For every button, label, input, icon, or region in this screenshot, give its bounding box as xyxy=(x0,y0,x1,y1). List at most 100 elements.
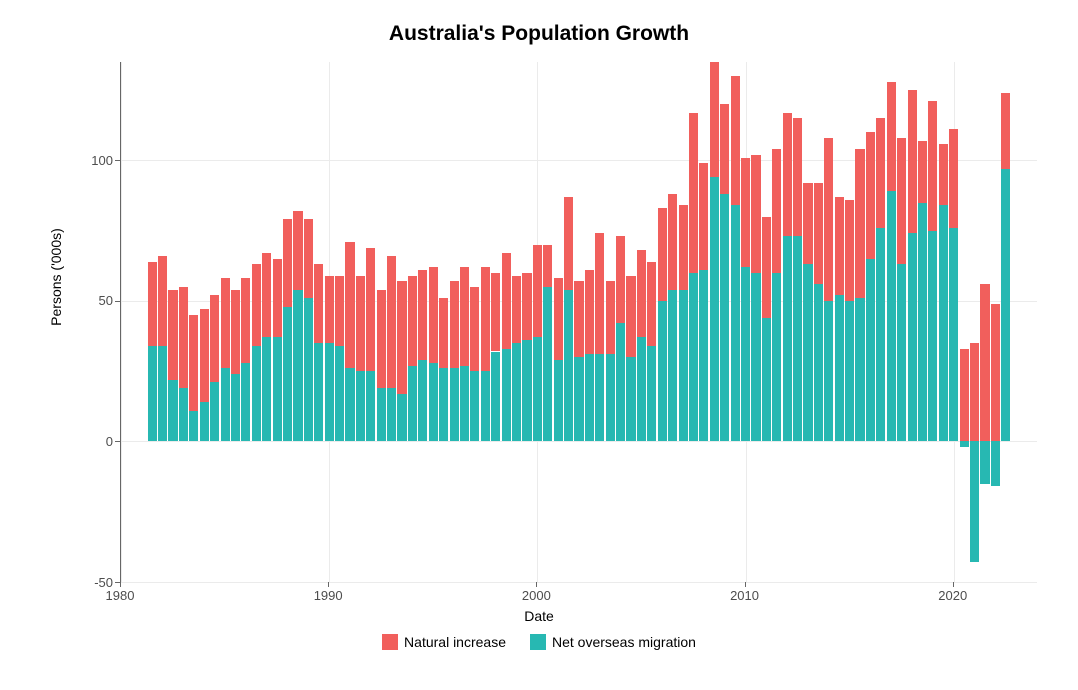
bar-net-overseas-migration xyxy=(741,267,750,441)
bar-net-overseas-migration xyxy=(835,295,844,441)
bar-net-overseas-migration xyxy=(366,371,375,441)
legend-swatch xyxy=(530,634,546,650)
bar-net-overseas-migration xyxy=(793,236,802,441)
y-axis-title: Persons ('000s) xyxy=(48,177,64,377)
legend-item: Natural increase xyxy=(382,634,506,650)
bar-natural-increase xyxy=(491,273,500,352)
bar-natural-increase xyxy=(970,343,979,441)
gridline-y xyxy=(121,441,1037,442)
bar-natural-increase xyxy=(314,264,323,343)
bar-natural-increase xyxy=(835,197,844,295)
bar-net-overseas-migration xyxy=(710,177,719,441)
bar-net-overseas-migration xyxy=(772,273,781,442)
bar-natural-increase xyxy=(606,281,615,354)
bar-natural-increase xyxy=(980,284,989,441)
bar-natural-increase xyxy=(502,253,511,349)
bar-natural-increase xyxy=(783,113,792,237)
bar-net-overseas-migration xyxy=(803,264,812,441)
bar-net-overseas-migration xyxy=(658,301,667,442)
bar-net-overseas-migration xyxy=(512,343,521,441)
bar-natural-increase xyxy=(710,62,719,177)
bar-net-overseas-migration xyxy=(679,290,688,442)
bar-natural-increase xyxy=(876,118,885,228)
bar-net-overseas-migration xyxy=(241,363,250,442)
bar-net-overseas-migration xyxy=(158,346,167,442)
chart-title: Australia's Population Growth xyxy=(0,22,1078,46)
bar-natural-increase xyxy=(512,276,521,343)
bar-net-overseas-migration xyxy=(689,273,698,442)
bar-natural-increase xyxy=(481,267,490,371)
bar-net-overseas-migration xyxy=(668,290,677,442)
y-tick-mark xyxy=(115,160,120,161)
bar-net-overseas-migration xyxy=(543,287,552,442)
bar-net-overseas-migration xyxy=(918,203,927,442)
bar-net-overseas-migration xyxy=(470,371,479,441)
bar-net-overseas-migration xyxy=(439,368,448,441)
bar-net-overseas-migration xyxy=(731,205,740,441)
bar-natural-increase xyxy=(679,205,688,289)
bar-natural-increase xyxy=(221,278,230,368)
bar-net-overseas-migration xyxy=(637,337,646,441)
bar-net-overseas-migration xyxy=(221,368,230,441)
bar-net-overseas-migration xyxy=(450,368,459,441)
bar-net-overseas-migration xyxy=(345,368,354,441)
bar-natural-increase xyxy=(564,197,573,290)
bar-net-overseas-migration xyxy=(699,270,708,441)
x-tick-mark xyxy=(120,582,121,587)
bar-net-overseas-migration xyxy=(908,233,917,441)
bar-net-overseas-migration xyxy=(335,346,344,442)
bar-natural-increase xyxy=(293,211,302,290)
bar-natural-increase xyxy=(626,276,635,358)
bar-net-overseas-migration xyxy=(481,371,490,441)
bar-net-overseas-migration xyxy=(356,371,365,441)
bar-net-overseas-migration xyxy=(325,343,334,441)
bar-natural-increase xyxy=(554,278,563,360)
bar-natural-increase xyxy=(751,155,760,273)
bar-natural-increase xyxy=(637,250,646,337)
bar-natural-increase xyxy=(574,281,583,357)
bar-net-overseas-migration xyxy=(314,343,323,441)
x-tick-label: 2020 xyxy=(923,588,983,603)
bar-net-overseas-migration xyxy=(168,380,177,442)
bar-net-overseas-migration xyxy=(647,346,656,442)
bar-net-overseas-migration xyxy=(887,191,896,441)
x-tick-label: 1990 xyxy=(298,588,358,603)
bar-net-overseas-migration xyxy=(387,388,396,441)
bar-net-overseas-migration xyxy=(866,259,875,442)
bar-net-overseas-migration xyxy=(928,231,937,442)
bar-net-overseas-migration xyxy=(845,301,854,442)
bar-net-overseas-migration xyxy=(1001,169,1010,442)
legend-label: Net overseas migration xyxy=(552,634,696,650)
bar-natural-increase xyxy=(814,183,823,284)
bar-natural-increase xyxy=(241,278,250,362)
bar-natural-increase xyxy=(470,287,479,371)
bar-net-overseas-migration xyxy=(564,290,573,442)
bar-natural-increase xyxy=(148,262,157,346)
bar-natural-increase xyxy=(439,298,448,368)
bar-natural-increase xyxy=(1001,93,1010,169)
bar-natural-increase xyxy=(522,273,531,340)
bar-natural-increase xyxy=(668,194,677,290)
bar-net-overseas-migration xyxy=(179,388,188,441)
bar-natural-increase xyxy=(273,259,282,338)
bar-natural-increase xyxy=(210,295,219,382)
bar-net-overseas-migration xyxy=(554,360,563,442)
bar-net-overseas-migration xyxy=(418,360,427,442)
bar-natural-increase xyxy=(960,349,969,442)
y-tick-label: 100 xyxy=(68,153,113,168)
bar-net-overseas-migration xyxy=(210,382,219,441)
bar-net-overseas-migration xyxy=(585,354,594,441)
bar-natural-increase xyxy=(616,236,625,323)
bar-natural-increase xyxy=(658,208,667,301)
bar-net-overseas-migration xyxy=(502,349,511,442)
bar-natural-increase xyxy=(366,248,375,372)
x-tick-label: 2010 xyxy=(715,588,775,603)
bar-natural-increase xyxy=(699,163,708,270)
bar-natural-increase xyxy=(939,144,948,206)
bar-net-overseas-migration xyxy=(783,236,792,441)
bar-net-overseas-migration xyxy=(824,301,833,442)
bar-net-overseas-migration xyxy=(283,307,292,442)
bar-net-overseas-migration xyxy=(460,366,469,442)
bar-natural-increase xyxy=(689,113,698,273)
bar-net-overseas-migration xyxy=(397,394,406,442)
